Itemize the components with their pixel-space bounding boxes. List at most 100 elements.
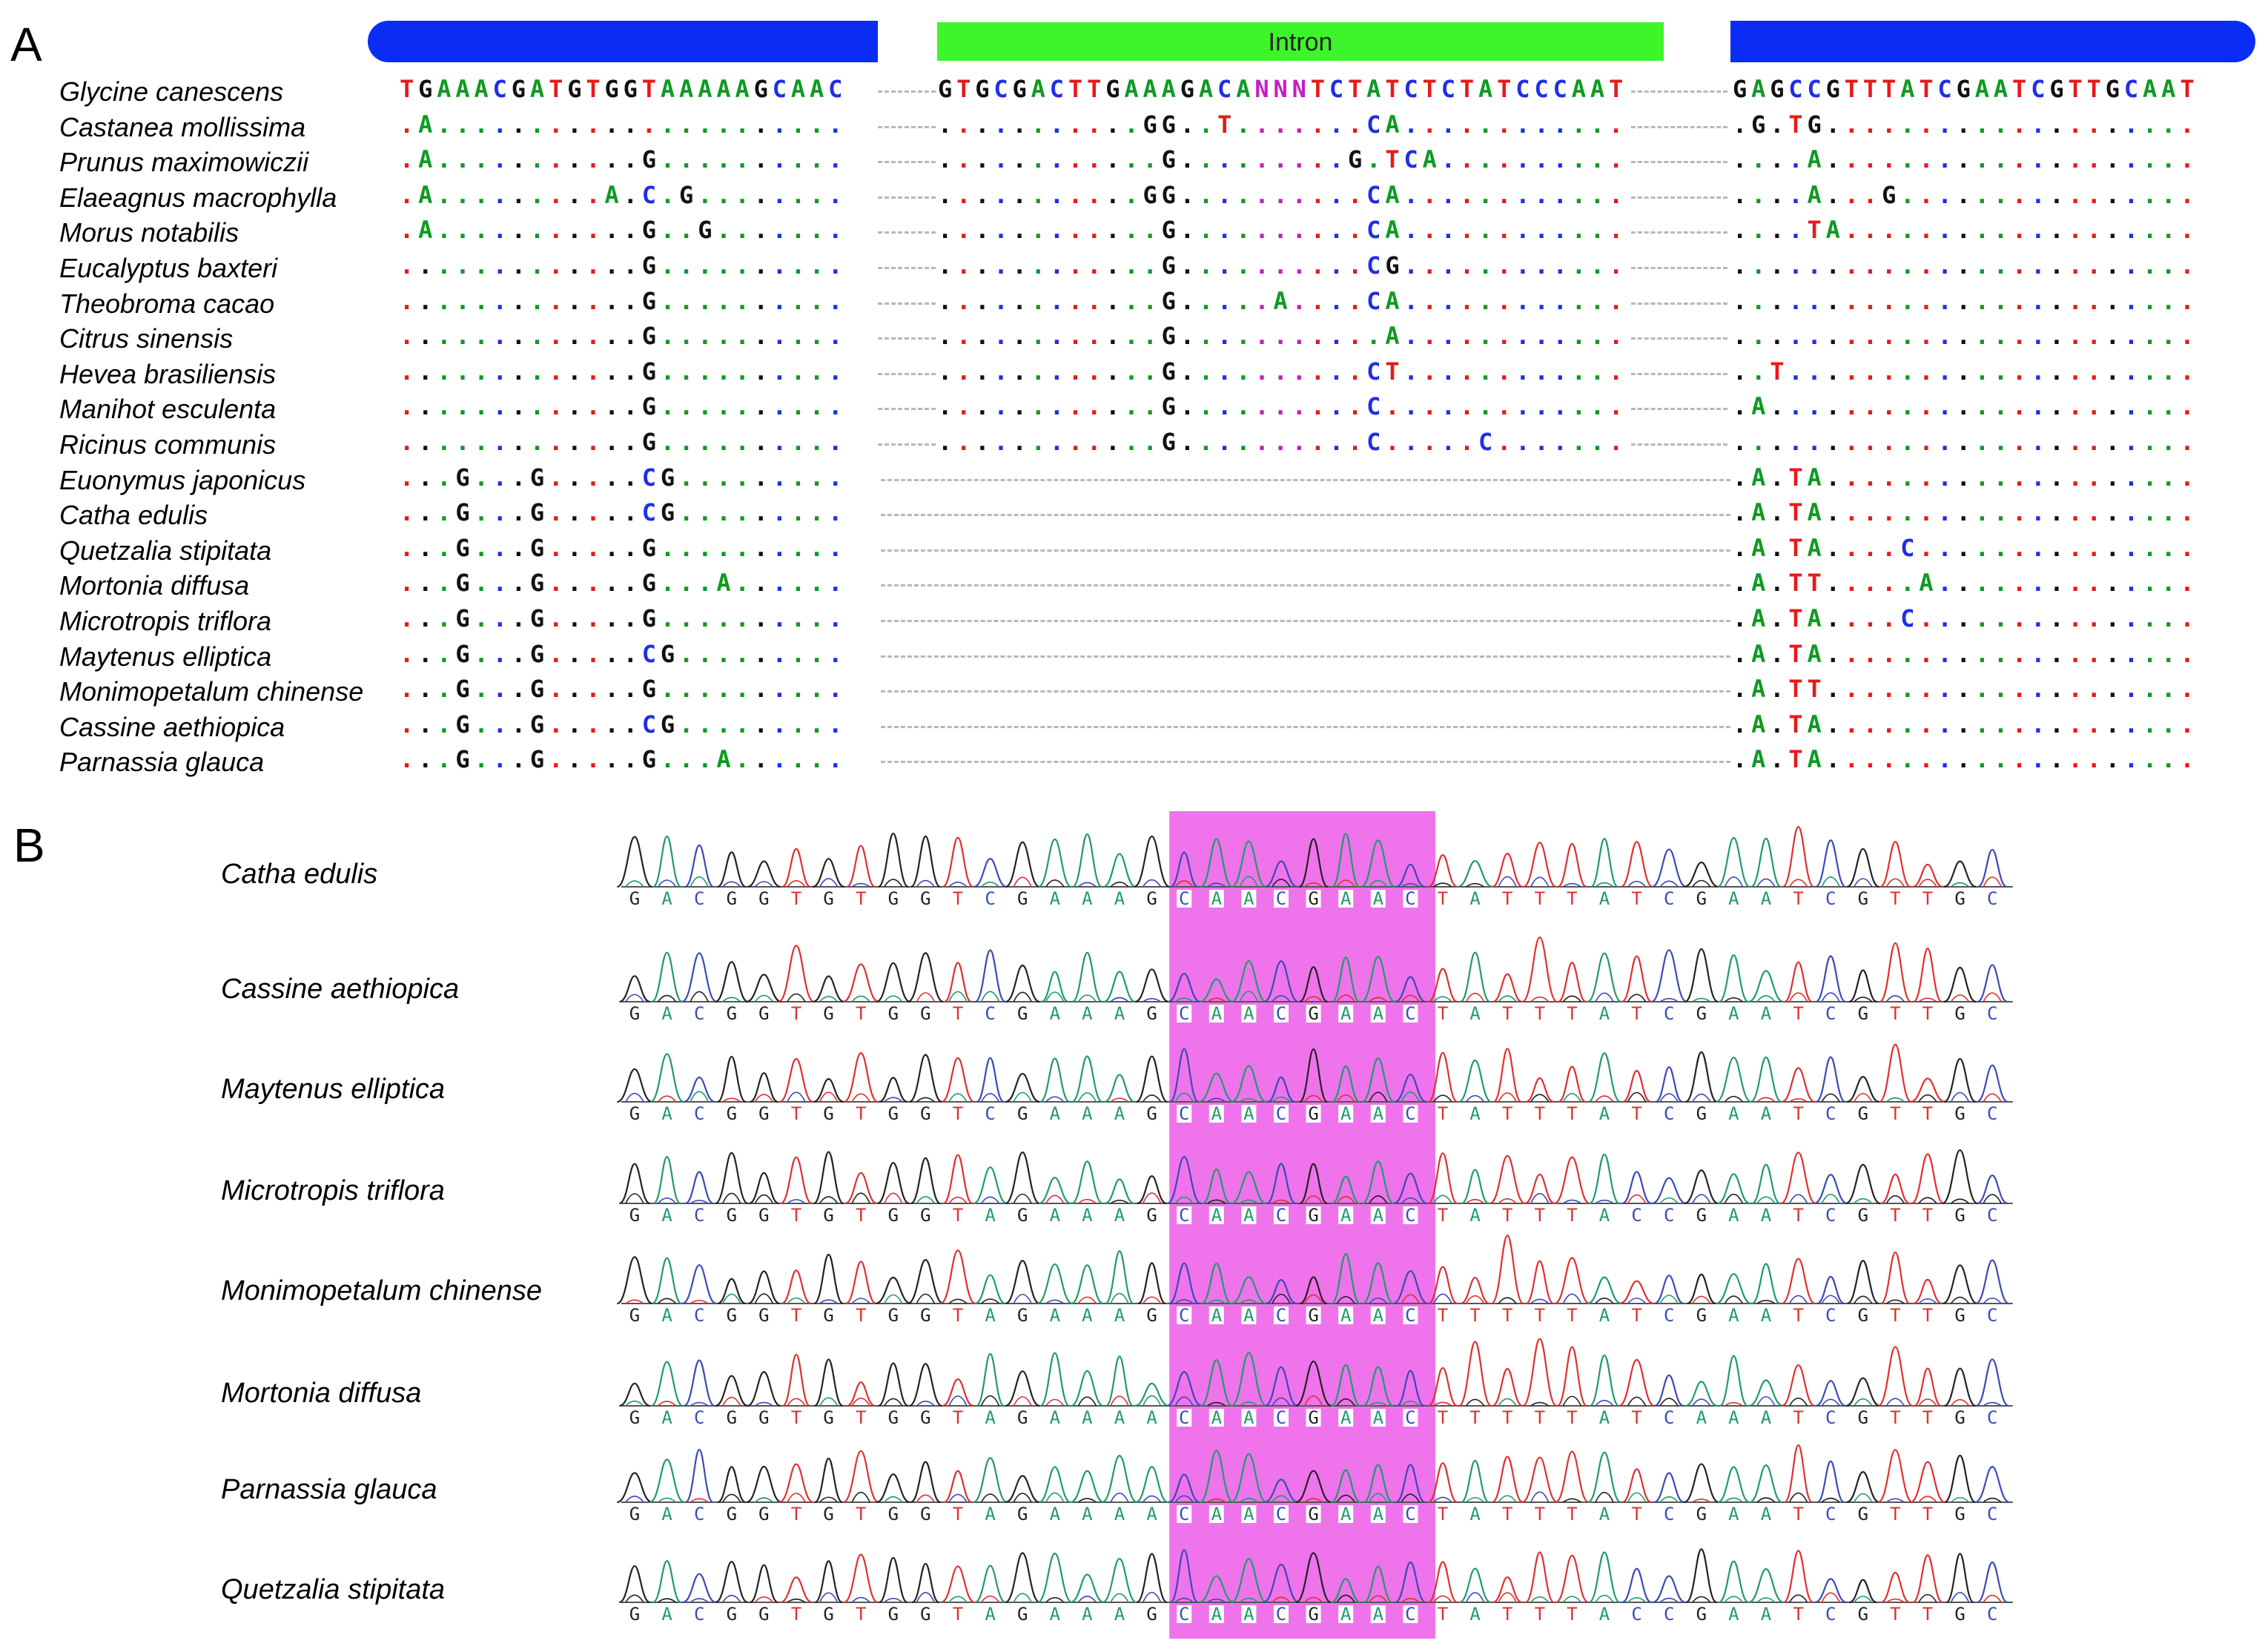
chromatogram-peak	[717, 851, 747, 888]
chromatogram-minor-peak	[722, 1493, 741, 1503]
chromatogram-peak	[1782, 825, 1815, 888]
base-call-background	[1177, 1505, 1192, 1523]
chromatogram-minor-peak	[1142, 1296, 1162, 1304]
chromatogram-minor-peak	[1562, 1498, 1581, 1503]
chromatogram-peak	[1587, 1276, 1622, 1305]
base-call: G	[1308, 1305, 1318, 1326]
base-call: T	[1535, 1504, 1545, 1524]
chromatogram-minor-peak	[1110, 997, 1129, 1002]
chromatogram-peak	[1267, 1076, 1295, 1103]
base-call: C	[985, 1103, 995, 1124]
chromatogram-minor-peak	[787, 1398, 806, 1407]
alignment-sequence-s3: .........................	[1732, 251, 2195, 280]
chromatogram-minor-peak	[1013, 876, 1032, 888]
chromatogram-minor-peak	[1788, 1397, 1808, 1407]
chromatogram-minor-peak	[657, 1197, 677, 1204]
base-call: G	[1954, 1604, 1965, 1625]
chromatogram-peak	[973, 1166, 1008, 1205]
chromatogram-peak	[652, 1257, 682, 1305]
base-call-background	[1208, 1409, 1224, 1427]
chromatogram-minor-peak	[1724, 1193, 1744, 1204]
alignment-gap	[881, 584, 1730, 587]
base-call: T	[791, 1103, 801, 1124]
chromatogram-peak	[1492, 853, 1524, 888]
chromatogram-peak	[1428, 1367, 1458, 1407]
base-call-background	[1208, 890, 1224, 908]
chromatogram-minor-peak	[884, 1597, 903, 1603]
base-call: G	[920, 1003, 930, 1024]
base-call: T	[1502, 1504, 1512, 1524]
chromatogram-minor-peak	[1207, 1401, 1226, 1407]
base-call: G	[1858, 888, 1868, 909]
base-call: A	[1599, 888, 1610, 909]
base-call: A	[985, 1205, 996, 1226]
base-call: G	[1858, 1407, 1868, 1428]
chromatogram-peak	[1005, 1072, 1040, 1103]
chromatogram-minor-peak	[1465, 1094, 1485, 1103]
chromatogram-peak	[1231, 1276, 1267, 1305]
base-call: T	[1502, 1305, 1512, 1326]
base-call: T	[1631, 888, 1641, 909]
chromatogram-peak	[1783, 1444, 1813, 1504]
base-call: A	[1114, 1003, 1125, 1024]
base-call-background	[1241, 1306, 1257, 1324]
base-call: A	[1082, 1504, 1093, 1524]
base-call: A	[985, 1407, 996, 1428]
base-call: T	[1890, 888, 1900, 909]
chromatogram-minor-peak	[1013, 1396, 1032, 1407]
chromatogram-peak	[943, 1470, 973, 1504]
base-call: A	[1050, 1407, 1061, 1428]
base-call: C	[1179, 1205, 1189, 1226]
base-call: G	[1017, 1305, 1028, 1326]
chromatogram-peak	[1104, 1074, 1135, 1103]
base-call: C	[1825, 1305, 1836, 1326]
chromatogram-peak	[1750, 1056, 1782, 1103]
alignment-sequence-s3: ....A...G................	[1732, 180, 2195, 209]
chromatogram-peak	[1877, 1346, 1913, 1407]
chromatogram-peak	[1879, 1043, 1912, 1103]
base-call: G	[1308, 1205, 1318, 1226]
base-call: G	[1858, 1604, 1868, 1625]
base-call: C	[694, 1407, 704, 1428]
chromatogram-minor-peak	[1174, 1597, 1194, 1603]
base-call: G	[1858, 1504, 1868, 1524]
chromatogram-minor-peak	[851, 1192, 870, 1204]
base-call-background	[1208, 1505, 1224, 1523]
chromatogram-peak	[1363, 1366, 1394, 1407]
chromatogram-minor-peak	[1336, 879, 1355, 888]
base-call-background	[1274, 1605, 1289, 1623]
chromatogram-minor-peak	[1756, 1300, 1776, 1304]
base-call: T	[791, 888, 801, 909]
chromatogram-minor-peak	[1465, 1398, 1485, 1407]
base-call: T	[1793, 1305, 1803, 1326]
chromatogram-minor-peak	[1951, 882, 1970, 888]
alignment-sequence-s3: .........................	[1732, 286, 2195, 315]
chromatogram-minor-peak	[690, 876, 709, 888]
chromatogram-peak	[1231, 840, 1266, 888]
base-call: T	[1567, 1103, 1577, 1124]
base-call: A	[1599, 1003, 1610, 1024]
base-call-background	[1177, 1409, 1192, 1427]
chromatogram-peak	[1428, 1266, 1458, 1305]
chromatogram-peak	[1264, 860, 1298, 888]
chromatogram-minor-peak	[1627, 1091, 1647, 1103]
base-call: G	[1308, 1407, 1318, 1428]
base-call: G	[1696, 1305, 1707, 1326]
base-call: T	[953, 1003, 963, 1024]
chromatogram-minor-peak	[1821, 876, 1840, 888]
base-call: T	[791, 1407, 801, 1428]
base-call: A	[1696, 1407, 1707, 1428]
base-call: G	[823, 1003, 833, 1024]
chromatogram-peak	[1071, 951, 1103, 1003]
chromatogram-peak	[1751, 1263, 1781, 1305]
base-call: C	[1405, 1604, 1415, 1625]
chromatogram-peak	[973, 1457, 1008, 1504]
base-call: T	[953, 888, 963, 909]
base-call: C	[1664, 888, 1674, 909]
chromatogram-minor-peak	[1659, 1093, 1679, 1103]
chromatogram-peak	[1587, 1451, 1621, 1504]
chromatogram-minor-peak	[1272, 995, 1291, 1002]
chromatogram-peak	[1589, 1153, 1620, 1205]
chromatogram-peak	[1848, 969, 1877, 1003]
